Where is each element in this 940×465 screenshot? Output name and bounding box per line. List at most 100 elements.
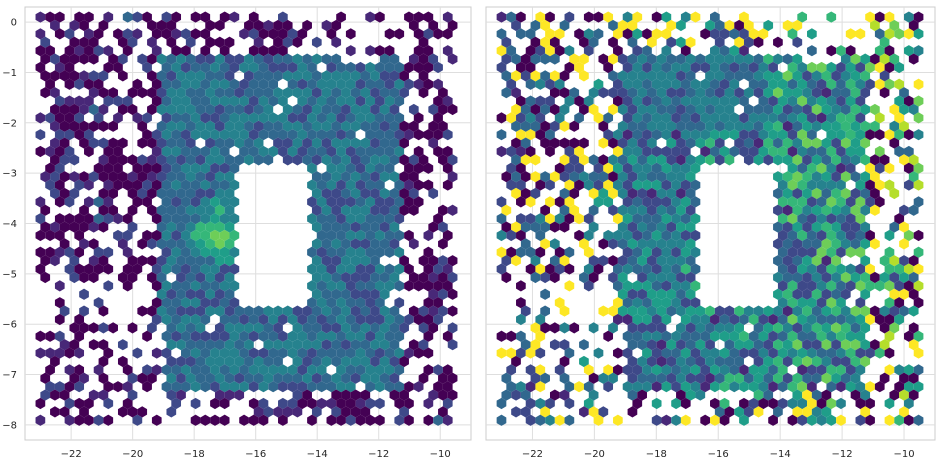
hexbin-cell: [530, 171, 541, 183]
hexbin-cell: [899, 305, 909, 317]
hexbin-cell: [908, 171, 919, 183]
hexbin-cell: [705, 19, 715, 32]
hexbin-cell: [690, 129, 701, 141]
hexbin-cell: [79, 322, 89, 334]
hexbin-cell: [773, 70, 783, 82]
hexbin-cell: [807, 330, 817, 342]
hexbin-cell: [311, 187, 322, 200]
hexbin-cell: [297, 381, 308, 393]
hexbin-cell: [797, 347, 808, 359]
hexbin-cell: [811, 305, 822, 317]
hexbin-cell: [671, 347, 681, 359]
hexbin-cell: [69, 103, 80, 116]
hexbin-cell: [763, 19, 774, 32]
hexbin-cell: [404, 263, 414, 275]
hexbin-cell: [418, 305, 429, 317]
hexbin-cell: [642, 162, 652, 174]
hexbin-cell: [200, 246, 211, 258]
hexbin-cell: [622, 95, 633, 107]
hexbin-cell: [642, 280, 652, 292]
x-tick-label: −18: [646, 449, 667, 460]
hexbin-cell: [855, 330, 866, 342]
hexbin-cell: [763, 53, 774, 65]
hexbin-cell: [889, 322, 900, 334]
hexbin-cell: [45, 11, 55, 23]
hexbin-cell: [132, 263, 143, 275]
hexbin-cell: [292, 305, 303, 317]
hexbin-cell: [598, 305, 609, 317]
hexbin-cell: [768, 381, 778, 393]
hexbin-cell: [734, 53, 744, 65]
hexbin-cell: [341, 154, 351, 166]
hexbin-cell: [302, 19, 312, 32]
hexbin-cell: [583, 11, 594, 23]
hexbin-cell: [50, 406, 60, 418]
hexbin-cell: [161, 347, 172, 359]
hexbin-cell: [156, 204, 167, 216]
hexbin-cell: [836, 330, 846, 342]
hexbin-cell: [360, 120, 371, 132]
hexbin-cell: [516, 381, 526, 393]
hexbin-cell: [321, 19, 332, 32]
hexbin-cell: [666, 137, 677, 149]
hexbin-cell: [307, 196, 317, 208]
hexbin-cell: [710, 11, 720, 23]
hexbin-cell: [35, 246, 46, 258]
hexbin-cell: [74, 397, 85, 410]
hexbin-cell: [792, 322, 803, 334]
hexbin-cell: [103, 347, 114, 359]
hexbin-cell: [850, 137, 861, 149]
hexbin-cell: [84, 78, 94, 90]
hexbin-cell: [244, 322, 254, 334]
hexbin-cell: [705, 322, 715, 334]
hexbin-cell: [807, 213, 817, 225]
hexbin-cell: [389, 103, 400, 116]
hexbin-cell: [773, 322, 783, 334]
hexbin-cell: [860, 187, 871, 200]
hexbin-cell: [836, 263, 846, 275]
hexbin-cell: [384, 196, 395, 208]
hexbin-cell: [608, 171, 618, 183]
hexbin-cell: [176, 322, 186, 334]
hexbin-cell: [787, 229, 798, 242]
hexbin-cell: [244, 355, 254, 368]
hexbin-cell: [642, 381, 652, 393]
hexbin-cell: [724, 406, 735, 418]
hexbin-cell: [404, 313, 414, 326]
hexbin-cell: [321, 70, 332, 82]
hexbin-cell: [564, 280, 575, 292]
hexbin-cell: [685, 372, 696, 384]
hexbin-cell: [685, 70, 696, 82]
hexbin-cell: [219, 313, 230, 326]
hexbin-cell: [729, 347, 740, 359]
hexbin-cell: [404, 61, 414, 74]
hexbin-cell: [787, 112, 798, 124]
hexbin-cell: [777, 213, 788, 225]
hexbin-cell: [627, 255, 638, 267]
hexbin-cell: [229, 297, 240, 309]
hexbin-cell: [93, 196, 104, 208]
hexbin-cell: [263, 372, 274, 384]
hexbin-cell: [147, 305, 157, 317]
hexbin-cell: [763, 87, 774, 99]
hexbin-cell: [773, 137, 783, 149]
hexbin-cell: [399, 137, 409, 149]
hexbin-cell: [637, 120, 647, 132]
hexbin-cell: [836, 45, 846, 57]
hexbin-cell: [855, 213, 866, 225]
hexbin-cell: [433, 263, 443, 275]
hexbin-cell: [496, 196, 507, 208]
hexbin-cell: [559, 389, 570, 401]
hexbin-cell: [627, 171, 638, 183]
hexbin-cell: [622, 61, 633, 74]
hexbin-cell: [341, 322, 351, 334]
hexbin-cell: [782, 238, 793, 250]
hexbin-cell: [821, 137, 832, 149]
hexbin-cell: [297, 61, 308, 74]
hexbin-cell: [904, 45, 914, 57]
hexbin-cell: [506, 145, 517, 158]
hexbin-cell: [559, 355, 570, 368]
hexbin-cell: [214, 53, 225, 65]
hexbin-cell: [428, 305, 439, 317]
hexbin-cell: [181, 381, 191, 393]
